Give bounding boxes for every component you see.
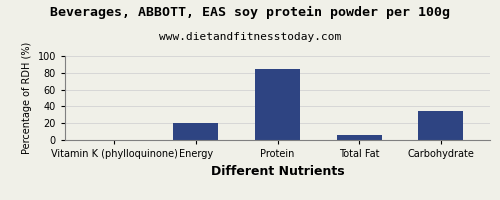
Y-axis label: Percentage of RDH (%): Percentage of RDH (%) xyxy=(22,42,32,154)
Bar xyxy=(255,69,300,140)
Bar xyxy=(174,123,218,140)
Text: Beverages, ABBOTT, EAS soy protein powder per 100g: Beverages, ABBOTT, EAS soy protein powde… xyxy=(50,6,450,19)
X-axis label: Different Nutrients: Different Nutrients xyxy=(210,165,344,178)
Bar xyxy=(418,111,464,140)
Bar xyxy=(337,135,382,140)
Text: www.dietandfitnesstoday.com: www.dietandfitnesstoday.com xyxy=(159,32,341,42)
